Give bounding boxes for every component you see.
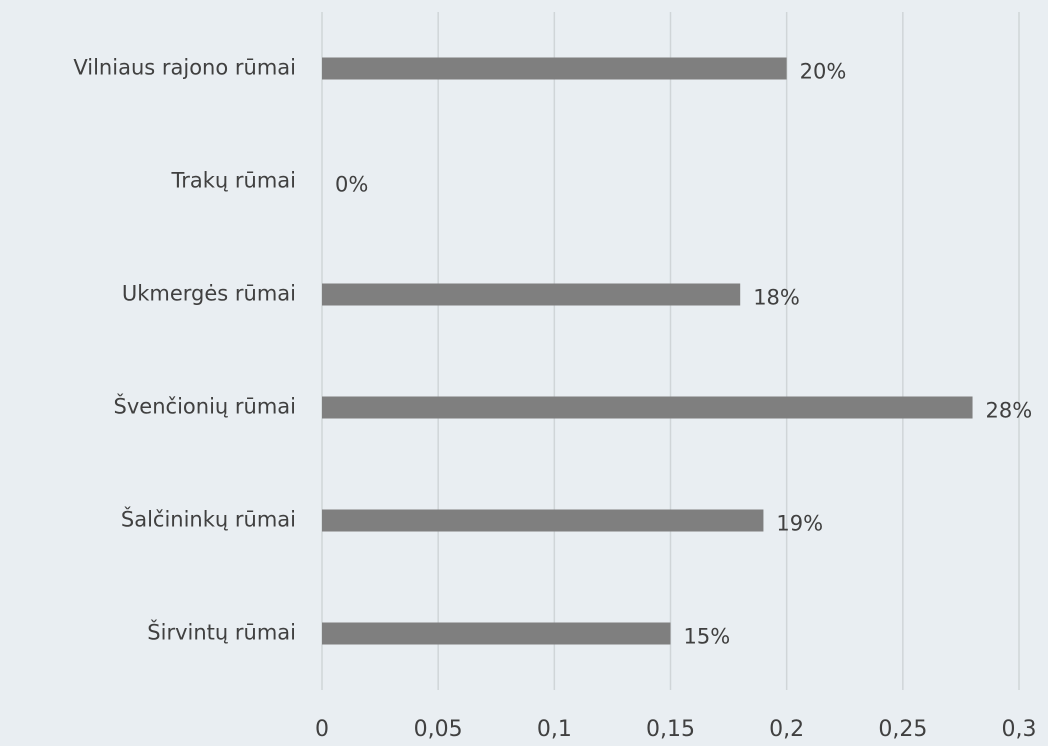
data-label: 15% — [684, 625, 731, 649]
data-label: 19% — [776, 512, 823, 536]
y-tick-label: Švenčionių rūmai — [114, 394, 296, 419]
bar — [322, 283, 741, 306]
x-tick-label: 0 — [315, 717, 329, 742]
x-tick-label: 0,3 — [1002, 717, 1037, 742]
bar — [322, 509, 764, 532]
y-tick-label: Vilniaus rajono rūmai — [73, 56, 296, 80]
data-label: 28% — [986, 399, 1033, 423]
bar — [322, 396, 973, 419]
data-label: 20% — [800, 60, 847, 84]
x-tick-label: 0,2 — [769, 717, 804, 742]
y-tick-label: Šalčininkų rūmai — [121, 507, 296, 532]
bar — [322, 57, 787, 80]
y-tick-label: Širvintų rūmai — [147, 620, 296, 645]
data-label: 0% — [335, 173, 368, 197]
x-tick-label: 0,1 — [537, 717, 572, 742]
y-tick-label: Trakų rūmai — [171, 169, 297, 193]
x-tick-label: 0,05 — [414, 717, 463, 742]
bar — [322, 622, 671, 645]
x-tick-label: 0,25 — [878, 717, 927, 742]
data-label: 18% — [753, 286, 800, 310]
y-tick-label: Ukmergės rūmai — [122, 282, 296, 306]
x-tick-label: 0,15 — [646, 717, 695, 742]
